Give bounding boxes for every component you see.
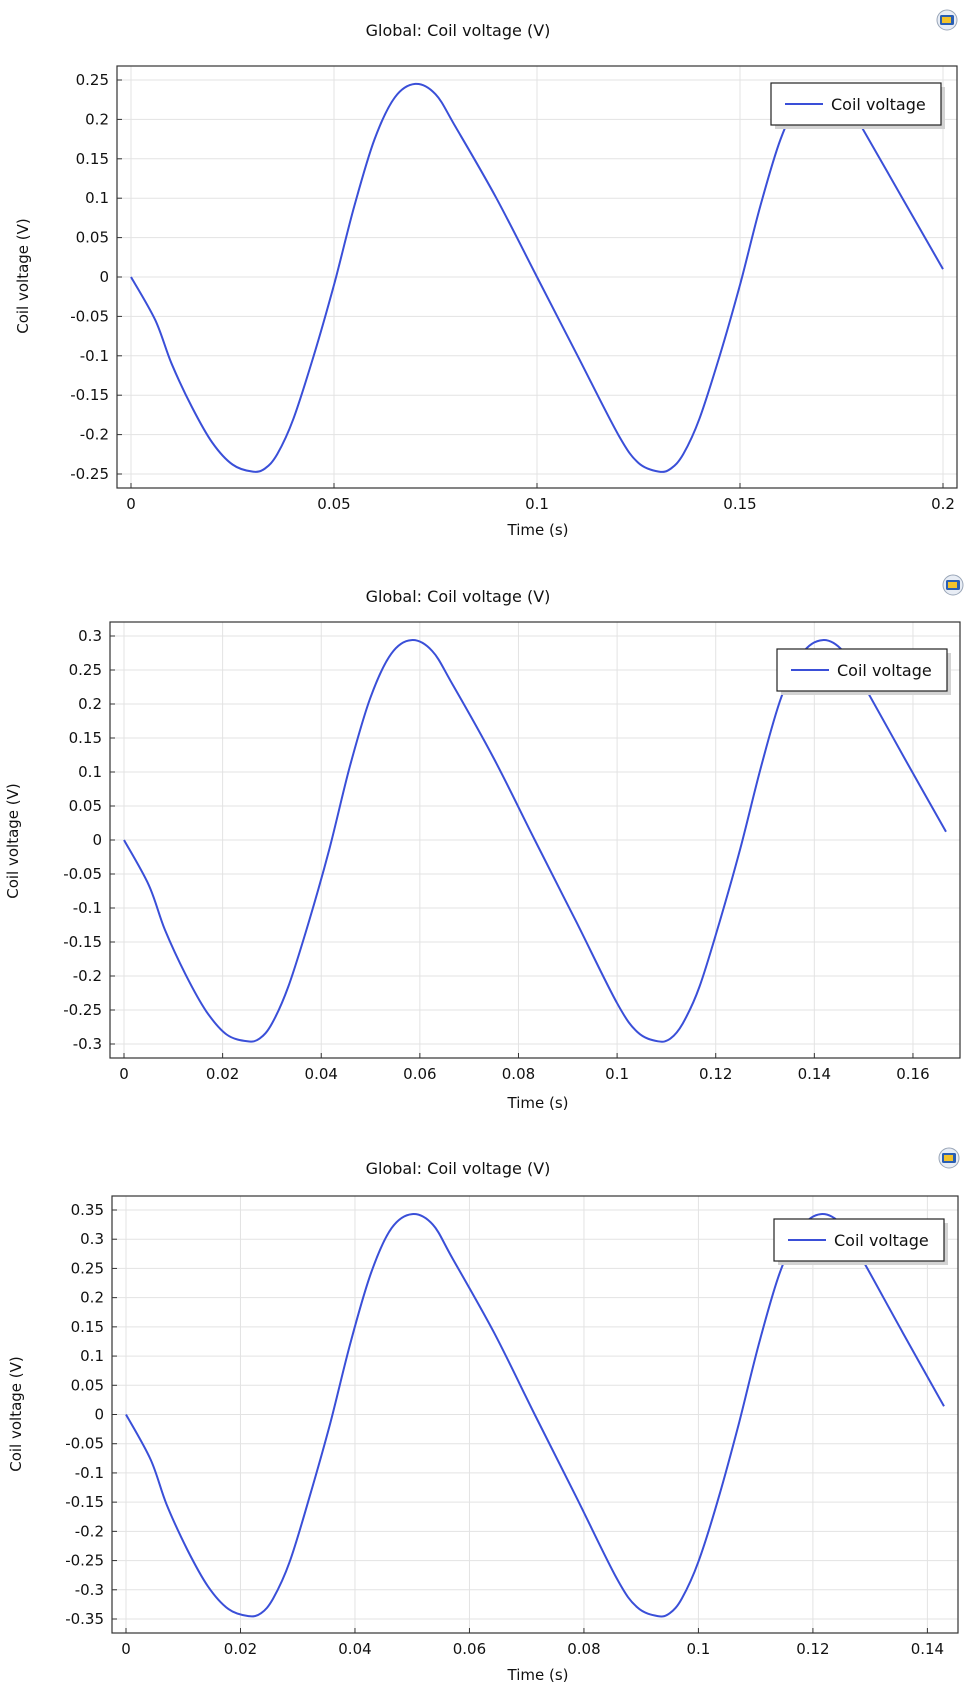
y-tick-label: 0.25 <box>76 71 109 89</box>
legend: Coil voltage <box>773 1218 948 1265</box>
y-tick-label: -0.25 <box>63 1001 102 1019</box>
y-axis-label: Coil voltage (V) <box>4 783 22 899</box>
y-tick-label: -0.25 <box>65 1552 104 1570</box>
plot-settings-icon[interactable] <box>936 9 958 31</box>
series-line <box>123 639 947 1043</box>
x-tick-label: 0.04 <box>305 1065 338 1083</box>
y-tick-label: -0.1 <box>75 1464 104 1482</box>
chart-1: Global: Coil voltage (V) Coil voltage (V… <box>14 9 958 539</box>
x-tick-label: 0.1 <box>686 1640 710 1658</box>
y-tick-label: -0.05 <box>65 1435 104 1453</box>
chart-title: Global: Coil voltage (V) <box>366 1159 551 1178</box>
y-tick-label: 0 <box>92 831 102 849</box>
legend: Coil voltage <box>776 648 951 695</box>
x-tick-label: 0.08 <box>567 1640 600 1658</box>
y-tick-label: -0.15 <box>70 386 109 404</box>
legend: Coil voltage <box>770 82 945 129</box>
y-tick-label: 0.05 <box>71 1376 104 1394</box>
plot-area-frame <box>111 1195 959 1634</box>
y-tick-label: -0.15 <box>65 1493 104 1511</box>
legend-entry: Coil voltage <box>837 661 932 680</box>
x-axis-label: Time (s) <box>507 1094 569 1112</box>
x-tick-label: 0 <box>126 495 136 513</box>
chart-panel-1: Global: Coil voltage (V) Coil voltage (V… <box>0 0 975 545</box>
x-tick-label: 0.16 <box>896 1065 929 1083</box>
y-tick-label: 0.1 <box>85 189 109 207</box>
x-tick-label: 0.04 <box>338 1640 371 1658</box>
y-tick-label: 0.15 <box>71 1318 104 1336</box>
y-tick-label: -0.3 <box>73 1035 102 1053</box>
y-tick-label: 0.2 <box>85 110 109 128</box>
y-tick-label: 0.05 <box>76 229 109 247</box>
x-tick-label: 0.14 <box>911 1640 944 1658</box>
series-line <box>130 82 944 473</box>
series-path <box>123 639 947 1043</box>
y-tick-label: -0.25 <box>70 465 109 483</box>
x-tick-label: 0.2 <box>931 495 955 513</box>
chart-panel-3: Global: Coil voltage (V) Coil voltage (V… <box>0 1137 975 1687</box>
y-tick-label: 0.1 <box>78 763 102 781</box>
x-tick-label: 0.12 <box>796 1640 829 1658</box>
x-tick-label: 0.02 <box>206 1065 239 1083</box>
plot-settings-icon[interactable] <box>938 1147 960 1169</box>
y-tick-label: 0.05 <box>69 797 102 815</box>
x-tick-label: 0.1 <box>605 1065 629 1083</box>
y-tick-label: -0.05 <box>63 865 102 883</box>
y-tick-label: -0.2 <box>75 1522 104 1540</box>
series-line <box>125 1213 945 1618</box>
chart-3: Global: Coil voltage (V) Coil voltage (V… <box>7 1147 960 1684</box>
y-tick-label: 0.1 <box>80 1347 104 1365</box>
x-tick-label: 0.14 <box>798 1065 831 1083</box>
y-tick-label: -0.2 <box>80 426 109 444</box>
plot-settings-icon[interactable] <box>942 574 964 596</box>
x-tick-label: 0.15 <box>723 495 756 513</box>
series-path <box>130 82 944 473</box>
y-tick-label: 0.2 <box>80 1289 104 1307</box>
y-tick-label: 0.25 <box>71 1259 104 1277</box>
y-tick-label: -0.05 <box>70 307 109 325</box>
y-tick-label: 0.25 <box>69 661 102 679</box>
x-tick-label: 0.06 <box>453 1640 486 1658</box>
plot-area-frame <box>116 65 958 489</box>
y-tick-label: -0.35 <box>65 1610 104 1628</box>
chart-2: Global: Coil voltage (V) Coil voltage (V… <box>4 574 964 1112</box>
chart-panel-2: Global: Coil voltage (V) Coil voltage (V… <box>0 568 975 1113</box>
x-tick-label: 0 <box>121 1640 131 1658</box>
y-tick-label: 0.3 <box>78 627 102 645</box>
x-tick-label: 0.12 <box>699 1065 732 1083</box>
grid: 0 0.02 0.04 0.06 0.08 0.1 0.12 0.14 -0.35 -0.3 -0.… <box>65 1195 959 1658</box>
series-path <box>125 1213 945 1618</box>
y-tick-label: -0.1 <box>80 347 109 365</box>
x-tick-label: 0.06 <box>403 1065 436 1083</box>
y-axis-label: Coil voltage (V) <box>14 218 32 334</box>
y-tick-label: 0.15 <box>76 150 109 168</box>
plot-area-frame <box>109 621 961 1059</box>
legend-entry: Coil voltage <box>831 95 926 114</box>
y-tick-label: -0.1 <box>73 899 102 917</box>
x-tick-label: 0.08 <box>502 1065 535 1083</box>
x-tick-label: 0.1 <box>525 495 549 513</box>
chart-title: Global: Coil voltage (V) <box>366 21 551 40</box>
y-tick-label: 0 <box>94 1406 104 1424</box>
y-tick-label: 0.15 <box>69 729 102 747</box>
legend-entry: Coil voltage <box>834 1231 929 1250</box>
y-tick-label: -0.15 <box>63 933 102 951</box>
grid: 0 0.05 0.1 0.15 0.2 -0.25 -0.2 -0.15 -0.1 -0.05 0 0… <box>70 65 958 513</box>
y-tick-label: -0.3 <box>75 1581 104 1599</box>
y-tick-label: -0.2 <box>73 967 102 985</box>
y-tick-label: 0 <box>99 268 109 286</box>
x-tick-label: 0 <box>119 1065 129 1083</box>
x-axis-label: Time (s) <box>507 1666 569 1684</box>
x-axis-label: Time (s) <box>507 521 569 539</box>
y-tick-label: 0.2 <box>78 695 102 713</box>
y-axis-label: Coil voltage (V) <box>7 1356 25 1472</box>
x-tick-label: 0.05 <box>317 495 350 513</box>
x-tick-label: 0.02 <box>224 1640 257 1658</box>
chart-title: Global: Coil voltage (V) <box>366 587 551 606</box>
y-tick-label: 0.3 <box>80 1230 104 1248</box>
y-tick-label: 0.35 <box>71 1201 104 1219</box>
